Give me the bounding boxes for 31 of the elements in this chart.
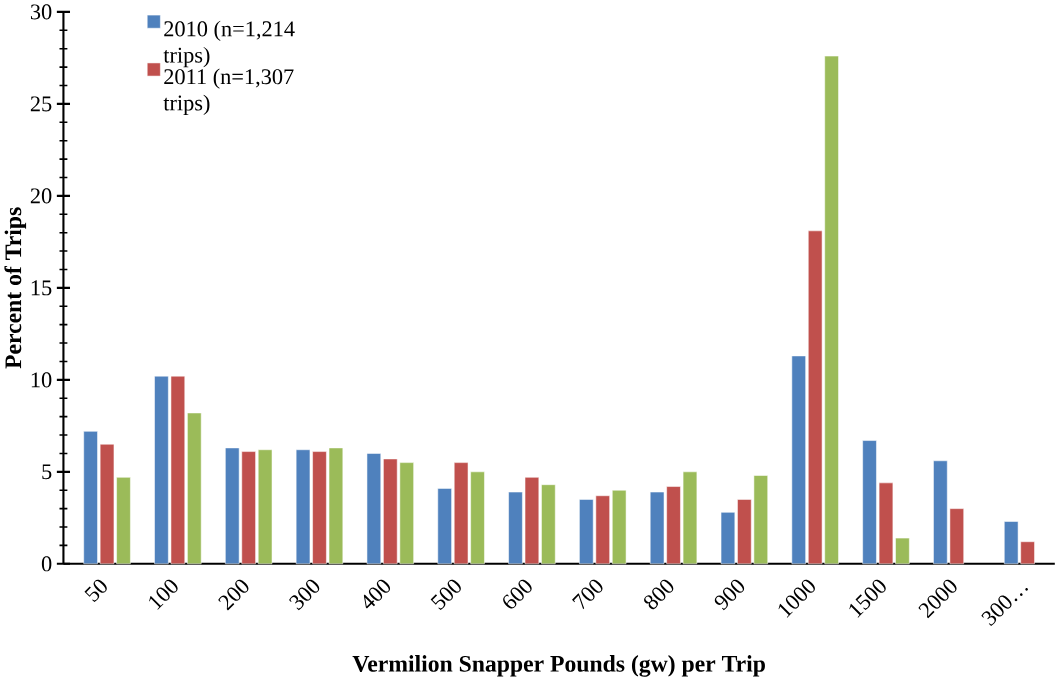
x-tick-label: 400 (363, 579, 391, 609)
y-tick-label: 30 (30, 4, 52, 20)
y-tick-label: 5 (42, 464, 52, 480)
x-tick-label: 100 (149, 579, 178, 610)
x-tick-label: 50 (84, 579, 107, 603)
legend-label: 2010 (n=1,214 trips) (163, 20, 295, 68)
y-axis-title: Percent of Trips (4, 207, 27, 369)
x-tick-label: 800 (644, 579, 674, 610)
bar (366, 453, 382, 564)
x-tick-label: 200 (218, 579, 249, 611)
legend-label: 2011 (n=1,307 trips) (163, 68, 294, 116)
y-tick-label: 20 (30, 188, 52, 204)
x-tick-label: 300 (289, 579, 320, 611)
x-tick-label: 900 (714, 579, 745, 611)
bar (720, 511, 736, 564)
y-tick-label: 0 (41, 556, 52, 572)
x-tick-label: 500 (430, 579, 461, 610)
x-tick-label: 300… (981, 587, 1028, 626)
x-tick-label: 600 (503, 579, 532, 609)
bar (541, 484, 556, 564)
x-axis-title: Vermilion Snapper Pounds (gw) per Trip (352, 655, 765, 677)
bar (612, 489, 627, 564)
bar (791, 355, 806, 564)
y-tick-label: 15 (31, 280, 52, 296)
y-tick-label: 25 (30, 96, 52, 112)
y-tick-label: 10 (31, 372, 52, 388)
bar (257, 449, 273, 564)
x-tick-label: 700 (572, 579, 603, 610)
bar (83, 431, 98, 564)
bar (437, 488, 452, 564)
bar (187, 412, 202, 564)
